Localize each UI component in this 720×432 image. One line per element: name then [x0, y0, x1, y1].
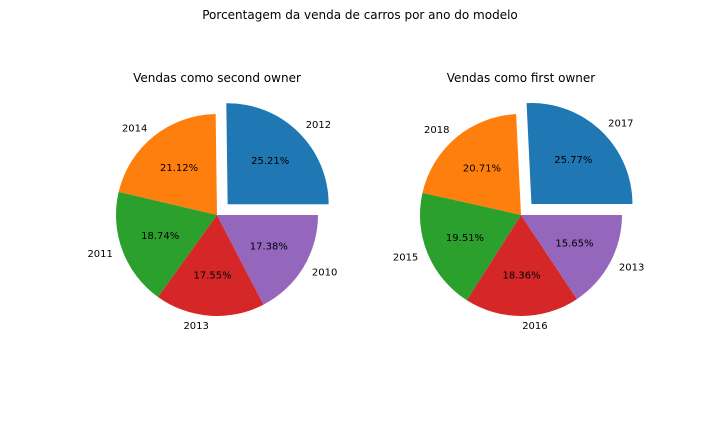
pie-label-second-owner-2011: 2011 [87, 249, 112, 260]
pie-chart-second-owner: Vendas como second owner 2012 25.21% 2014 2… [87, 71, 337, 332]
chart-title-second-owner: Vendas como second owner [133, 71, 301, 85]
pie-slice-first-owner-2018 [422, 114, 521, 215]
pie-percent-first-owner-2018: 20.71% [463, 164, 501, 175]
pie-slice-second-owner-2013 [157, 215, 264, 316]
pie-label-first-owner-2016: 2016 [522, 321, 547, 332]
pie-slice-first-owner-2015 [420, 192, 521, 301]
pie-slice-first-owner-2017 [526, 103, 633, 205]
pie-chart-first-owner: Vendas como first owner 2017 25.77% 2018 20… [393, 71, 645, 332]
pie-slice-second-owner-2011 [115, 191, 217, 297]
pie-percent-second-owner-2012: 25.21% [251, 156, 289, 167]
pie-slice-second-owner-2010 [217, 215, 318, 305]
pie-percent-first-owner-2016: 18.36% [503, 271, 541, 282]
pie-slice-second-owner-2014 [118, 114, 217, 215]
pie-label-second-owner-2010: 2010 [312, 268, 337, 279]
pie-label-first-owner-2017: 2017 [608, 119, 633, 130]
pie-percent-first-owner-2015: 19.51% [446, 233, 484, 244]
chart-title-first-owner: Vendas como first owner [447, 71, 595, 85]
pie-percent-second-owner-2010: 17.38% [250, 242, 288, 253]
figure-suptitle: Porcentagem da venda de carros por ano d… [202, 8, 518, 22]
pie-percent-second-owner-2014: 21.12% [160, 163, 198, 174]
pie-percent-second-owner-2011: 18.74% [141, 231, 179, 242]
pie-label-second-owner-2013: 2013 [183, 321, 208, 332]
pie-percent-second-owner-2013: 17.55% [194, 270, 232, 281]
pie-label-first-owner-2018: 2018 [424, 125, 449, 136]
pie-label-first-owner-2015: 2015 [393, 252, 418, 263]
pie-percent-first-owner-2013: 15.65% [555, 239, 593, 250]
pie-label-second-owner-2014: 2014 [122, 123, 147, 134]
pie-slice-first-owner-2013 [521, 215, 622, 300]
pie-slice-first-owner-2016 [466, 215, 577, 316]
pie-label-second-owner-2012: 2012 [306, 120, 331, 131]
pie-slice-second-owner-2012 [226, 103, 329, 205]
pie-label-first-owner-2013: 2013 [619, 262, 644, 273]
pie-percent-first-owner-2017: 25.77% [554, 155, 592, 166]
